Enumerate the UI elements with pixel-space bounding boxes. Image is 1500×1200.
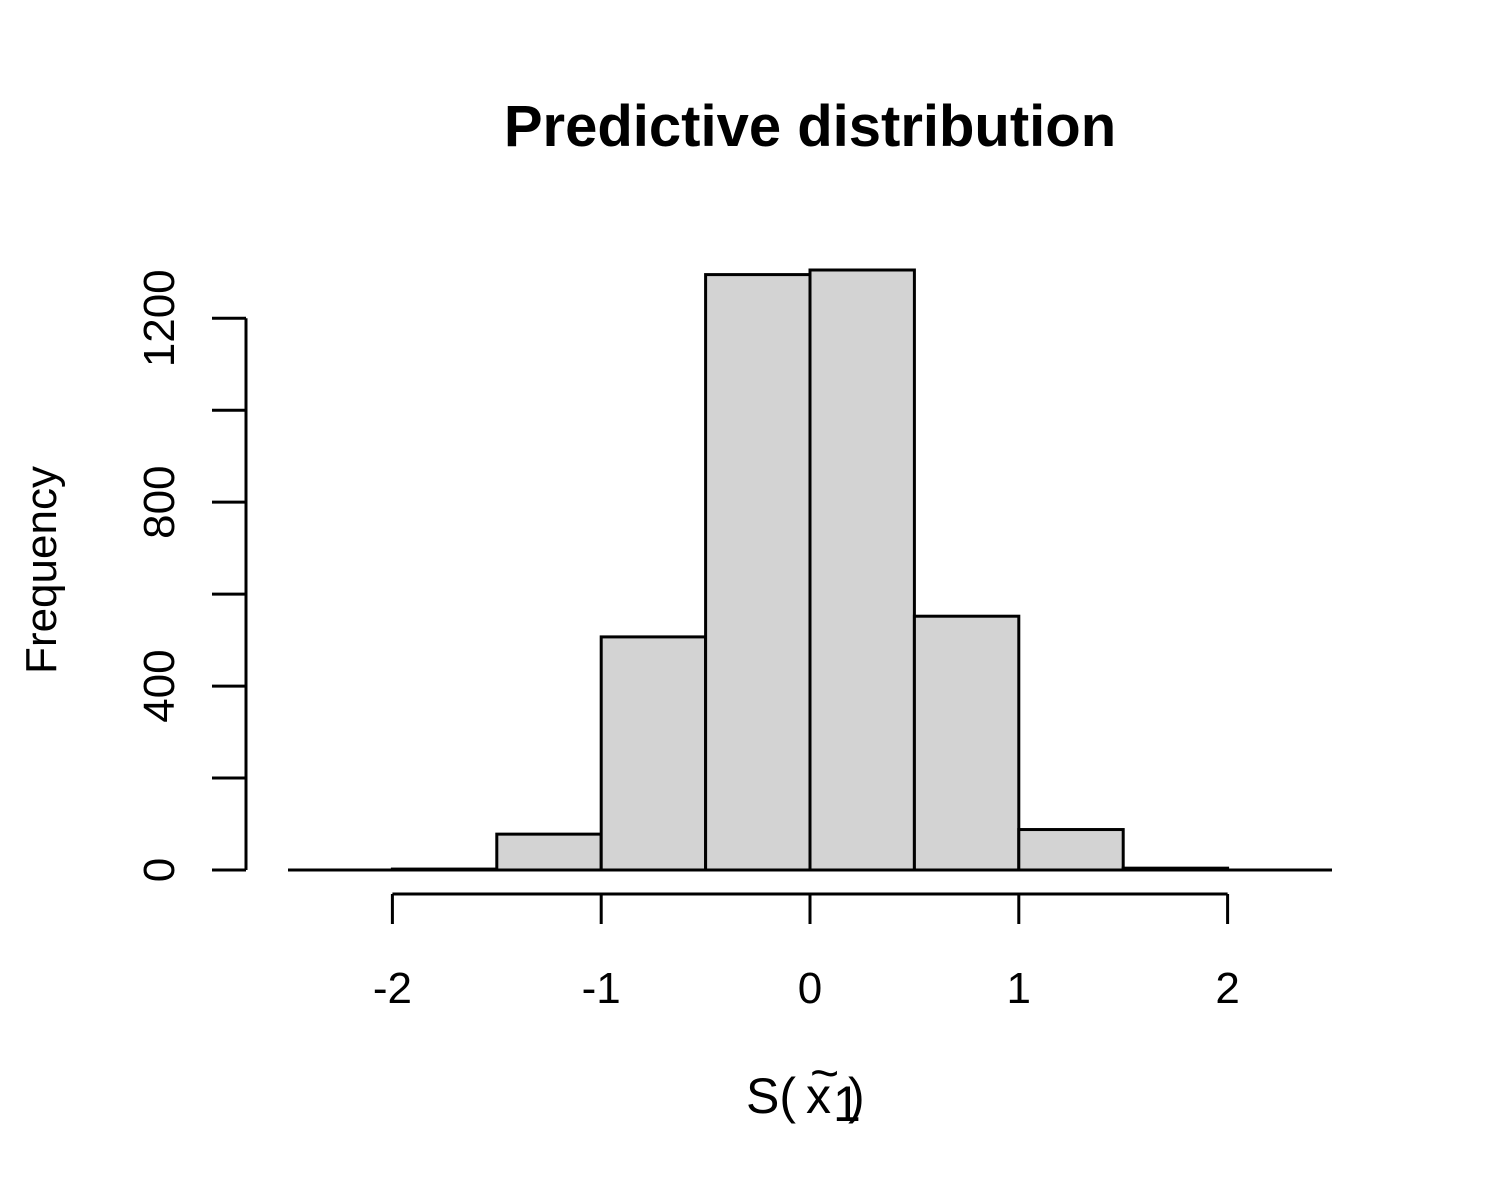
x-tick-label: -2 [373,964,412,1013]
x-axis-title-symbol: x [806,1068,831,1124]
histogram-bar [808,268,916,872]
histogram-bars [288,268,1332,872]
y-tick-label: 1200 [135,269,184,367]
x-tick-label: 2 [1215,964,1239,1013]
histogram-bar [1017,828,1125,872]
x-axis-title: S( x ~ 1 ) [746,1045,865,1132]
y-tick-label: 800 [135,465,184,538]
x-axis-title-accent: ~ [810,1045,839,1101]
x-tick-label: -1 [582,964,621,1013]
x-axis: -2 -1 0 1 2 [373,892,1240,1013]
histogram-bar [704,273,812,872]
histogram-bar [912,614,1021,872]
histogram-bar [390,867,499,872]
x-axis-title-prefix: S( [746,1068,796,1124]
histogram-bar [495,832,603,872]
x-tick-label: 0 [798,964,822,1013]
y-tick-label: 400 [135,649,184,722]
x-axis-title-subscript: 1 [833,1076,861,1132]
histogram-bar [599,635,708,872]
x-tick-label: 1 [1007,964,1031,1013]
y-tick-label: 0 [135,858,184,882]
histogram-bar [1121,866,1230,872]
x-axis-title-suffix: ) [848,1068,865,1124]
y-axis-title: Frequency [17,466,66,674]
chart-title: Predictive distribution [504,94,1116,159]
y-axis: 0 400 800 1200 [135,269,248,882]
